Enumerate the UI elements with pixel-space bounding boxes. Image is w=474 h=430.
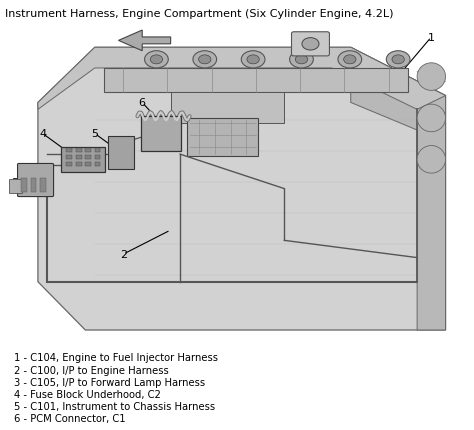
Bar xyxy=(85,149,91,153)
Text: 4: 4 xyxy=(39,129,46,139)
Polygon shape xyxy=(351,48,446,330)
Bar xyxy=(31,179,36,193)
FancyBboxPatch shape xyxy=(141,116,181,152)
Circle shape xyxy=(199,56,211,64)
FancyBboxPatch shape xyxy=(292,33,329,57)
Circle shape xyxy=(290,52,313,69)
FancyBboxPatch shape xyxy=(108,137,134,169)
Text: 3: 3 xyxy=(11,177,18,187)
Bar xyxy=(76,156,82,160)
FancyBboxPatch shape xyxy=(61,147,105,173)
Text: 1 - C104, Engine to Fuel Injector Harness: 1 - C104, Engine to Fuel Injector Harnes… xyxy=(14,353,218,362)
Bar xyxy=(66,163,72,167)
Circle shape xyxy=(193,52,217,69)
Circle shape xyxy=(150,56,163,64)
Ellipse shape xyxy=(417,105,446,132)
Bar xyxy=(40,179,46,193)
Polygon shape xyxy=(118,31,171,52)
Bar xyxy=(76,149,82,153)
Polygon shape xyxy=(38,48,446,330)
Text: Instrument Harness, Engine Compartment (Six Cylinder Engine, 4.2L): Instrument Harness, Engine Compartment (… xyxy=(5,9,393,18)
Text: 2 - C100, I/P to Engine Harness: 2 - C100, I/P to Engine Harness xyxy=(14,365,169,375)
FancyBboxPatch shape xyxy=(187,119,258,157)
Circle shape xyxy=(247,56,259,64)
Text: 6 - PCM Connector, C1: 6 - PCM Connector, C1 xyxy=(14,414,126,424)
Circle shape xyxy=(145,52,168,69)
Ellipse shape xyxy=(417,146,446,174)
Bar xyxy=(85,156,91,160)
Bar xyxy=(95,156,100,160)
Text: 1: 1 xyxy=(428,33,435,43)
Text: 3 - C105, I/P to Forward Lamp Harness: 3 - C105, I/P to Forward Lamp Harness xyxy=(14,377,205,387)
Circle shape xyxy=(241,52,265,69)
Circle shape xyxy=(344,56,356,64)
Bar xyxy=(66,156,72,160)
Bar xyxy=(76,163,82,167)
Text: 5 - C101, Instrument to Chassis Harness: 5 - C101, Instrument to Chassis Harness xyxy=(14,401,215,412)
Text: 2: 2 xyxy=(119,249,127,260)
Circle shape xyxy=(338,52,362,69)
Circle shape xyxy=(302,39,319,51)
Circle shape xyxy=(386,52,410,69)
Text: 6: 6 xyxy=(139,98,146,108)
Polygon shape xyxy=(171,93,284,124)
Bar xyxy=(66,149,72,153)
FancyBboxPatch shape xyxy=(18,164,54,197)
Bar xyxy=(95,163,100,167)
FancyBboxPatch shape xyxy=(9,180,22,194)
Text: 4 - Fuse Block Underhood, C2: 4 - Fuse Block Underhood, C2 xyxy=(14,389,161,399)
Polygon shape xyxy=(38,48,446,110)
Bar xyxy=(95,149,100,153)
Bar xyxy=(85,163,91,167)
Circle shape xyxy=(295,56,308,64)
Circle shape xyxy=(392,56,404,64)
Ellipse shape xyxy=(417,64,446,91)
Polygon shape xyxy=(104,69,408,93)
Bar xyxy=(21,179,27,193)
Text: 5: 5 xyxy=(91,129,98,139)
